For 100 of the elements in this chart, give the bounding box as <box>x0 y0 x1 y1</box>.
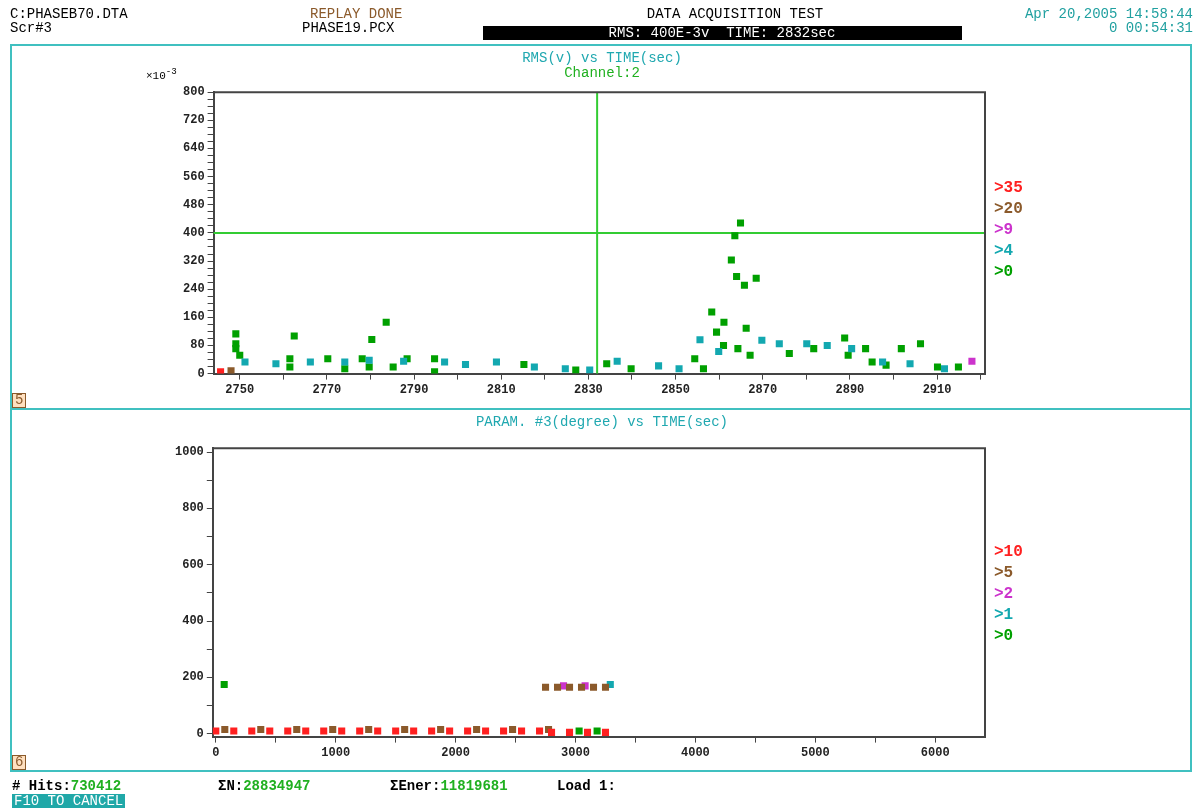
point <box>382 318 390 326</box>
point <box>577 683 586 691</box>
text: DATA ACQUISITION TEST <box>646 6 824 22</box>
point <box>589 683 598 691</box>
point <box>803 340 811 348</box>
y-tick-label: 0 <box>197 366 205 381</box>
text: >10 <box>994 542 1023 563</box>
point <box>293 726 301 734</box>
point <box>823 341 831 349</box>
text: >0 <box>994 626 1015 647</box>
text: C:PHASEB70.DTA <box>10 6 128 22</box>
point <box>862 345 870 353</box>
point <box>603 360 611 368</box>
point <box>290 332 298 340</box>
point <box>785 350 793 358</box>
y-tick-label: 1000 <box>174 445 204 460</box>
point <box>358 355 366 363</box>
point <box>530 363 538 371</box>
text: 5 <box>12 392 27 408</box>
point <box>217 368 225 374</box>
text: ΣEner: <box>390 778 441 794</box>
point <box>365 726 373 734</box>
point <box>338 727 346 735</box>
x-tick-label: 2910 <box>922 382 952 397</box>
point <box>257 726 265 734</box>
point <box>410 727 418 735</box>
point <box>713 328 721 336</box>
x-tick-label: 2830 <box>574 382 603 397</box>
y-tick-label: 400 <box>182 614 204 629</box>
x-tick-label: 2750 <box>225 382 255 397</box>
text: >2 <box>994 584 1015 605</box>
text: PHASE19.PCX <box>302 20 395 36</box>
y-tick-label: 800 <box>182 85 205 100</box>
point <box>341 358 349 366</box>
point <box>272 360 280 368</box>
text: 730412 <box>70 778 122 794</box>
point <box>613 357 621 365</box>
y-axis-title: ×10$^{-3}$ <box>146 66 177 82</box>
point <box>236 351 244 359</box>
point <box>758 336 766 344</box>
y-tick-label: 320 <box>182 254 205 269</box>
point <box>286 355 294 363</box>
point <box>565 728 574 736</box>
point <box>940 365 949 373</box>
text: Load 1: <box>557 778 616 794</box>
text: >35 <box>994 178 1023 199</box>
point <box>740 281 748 289</box>
y-tick-label: 560 <box>182 169 205 184</box>
point <box>916 340 925 348</box>
point <box>844 351 852 359</box>
point <box>286 363 294 371</box>
point <box>675 365 683 373</box>
point <box>561 365 569 373</box>
point <box>437 726 445 734</box>
text: >9 <box>994 220 1015 241</box>
point <box>968 357 976 365</box>
point <box>719 341 728 349</box>
point <box>715 347 723 355</box>
point <box>221 726 229 734</box>
point <box>509 726 517 734</box>
text: ΣN: <box>218 778 244 794</box>
point <box>230 727 238 735</box>
text: >20 <box>994 199 1023 220</box>
y-tick-label: 800 <box>182 501 204 516</box>
point <box>232 330 240 338</box>
x-tick-label: 2870 <box>748 382 778 397</box>
y-tick-label: 80 <box>190 338 205 353</box>
text: >5 <box>994 563 1015 584</box>
point <box>461 360 470 368</box>
x-tick-label: 5000 <box>800 745 830 760</box>
point <box>431 355 439 363</box>
text: 11819681 <box>440 778 508 794</box>
x-tick-label: 2000 <box>441 745 471 760</box>
x-tick-label: 3000 <box>561 745 590 760</box>
text: REPLAY DONE <box>310 6 403 22</box>
x-tick-label: 2810 <box>486 382 516 397</box>
x-tick-label: 2790 <box>399 382 429 397</box>
point <box>583 728 592 736</box>
y-tick-label: 640 <box>182 141 205 156</box>
point <box>464 727 472 735</box>
text: RMS: 400E-3v TIME: 2832sec <box>482 25 962 41</box>
x-tick-label: 1000 <box>321 745 351 760</box>
point <box>227 367 235 374</box>
x-tick-label: 2890 <box>835 382 865 397</box>
point <box>473 726 481 734</box>
y-tick-label: 160 <box>182 310 205 325</box>
y-tick-label: 400 <box>182 225 205 240</box>
point <box>696 336 704 344</box>
point <box>446 727 454 735</box>
point <box>775 340 783 348</box>
y-tick-label: 480 <box>182 197 205 212</box>
chart-title: PARAM. #3(degree) vs TIME(sec) <box>474 414 729 430</box>
point <box>734 345 742 353</box>
x-tick-label: 2770 <box>312 382 342 397</box>
y-tick-label: 240 <box>182 282 205 297</box>
point <box>897 345 905 353</box>
point <box>248 727 256 735</box>
point <box>492 358 500 366</box>
point <box>601 728 610 736</box>
point <box>266 727 274 735</box>
